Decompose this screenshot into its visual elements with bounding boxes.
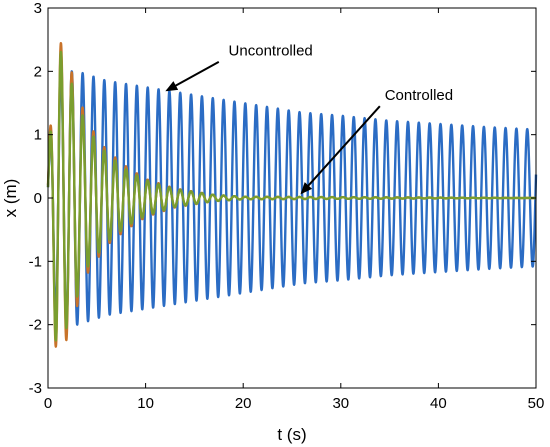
series-layer <box>46 41 538 348</box>
y-axis-label: x (m) <box>1 179 20 218</box>
x-tick-label: 30 <box>332 395 349 412</box>
series-line-1 <box>46 70 538 326</box>
y-tick-label: 3 <box>34 0 42 17</box>
y-tick-label: 2 <box>34 63 42 80</box>
series-line-3 <box>46 50 538 342</box>
x-axis-label: t (s) <box>277 425 306 444</box>
y-tick-label: -3 <box>29 380 42 397</box>
y-tick-label: -1 <box>29 253 42 270</box>
annotation-label-2: Controlled <box>385 87 453 104</box>
x-tick-label: 0 <box>44 395 52 412</box>
y-tick-label: 1 <box>34 127 42 144</box>
annotation-label-1: Uncontrolled <box>229 43 313 60</box>
annotation-layer: Uncontrolled Controlled <box>165 43 453 195</box>
x-tick-label: 40 <box>430 395 447 412</box>
annotation-arrow-1 <box>165 60 220 92</box>
y-tick-label: -2 <box>29 317 42 334</box>
x-tick-label: 20 <box>235 395 252 412</box>
x-tick-label: 50 <box>528 395 545 412</box>
x-tick-label: 10 <box>137 395 154 412</box>
annotation-arrow-2 <box>300 105 381 195</box>
y-tick-label: 0 <box>34 190 42 207</box>
axes-layer: 0 10 20 30 40 50 -3 -2 -1 0 1 2 3 <box>29 0 545 412</box>
